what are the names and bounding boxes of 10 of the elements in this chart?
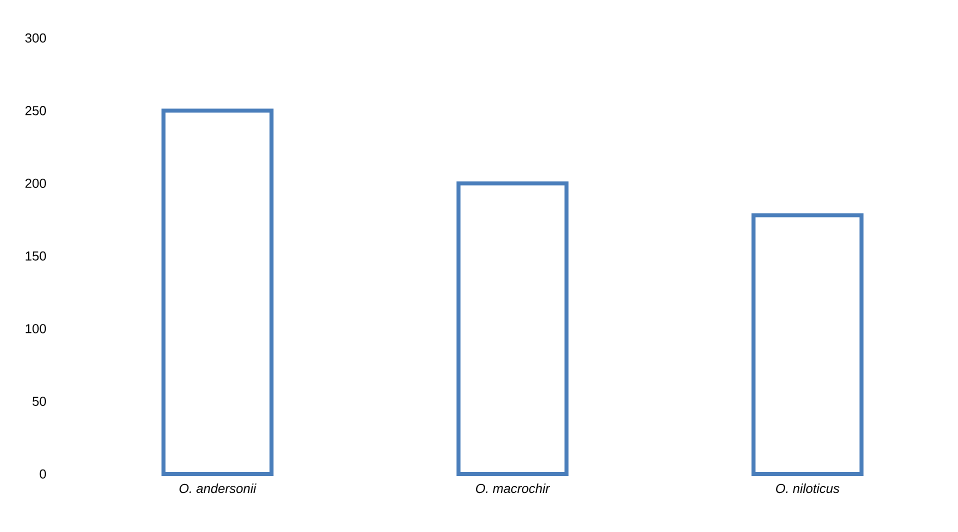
y-tick-label: 250: [25, 106, 46, 116]
y-tick-label: 300: [25, 33, 46, 43]
y-tick-label: 150: [26, 251, 46, 261]
x-tick-label: O. andersonii: [180, 484, 256, 494]
y-tick-label: 0: [40, 469, 46, 479]
x-tick-label: O. niloticus: [776, 484, 840, 494]
y-tick-label: 100: [26, 324, 46, 334]
y-tick-label: 50: [32, 396, 46, 406]
x-tick-label: O. macrochir: [476, 484, 550, 494]
y-tick-label: 200: [25, 178, 46, 188]
